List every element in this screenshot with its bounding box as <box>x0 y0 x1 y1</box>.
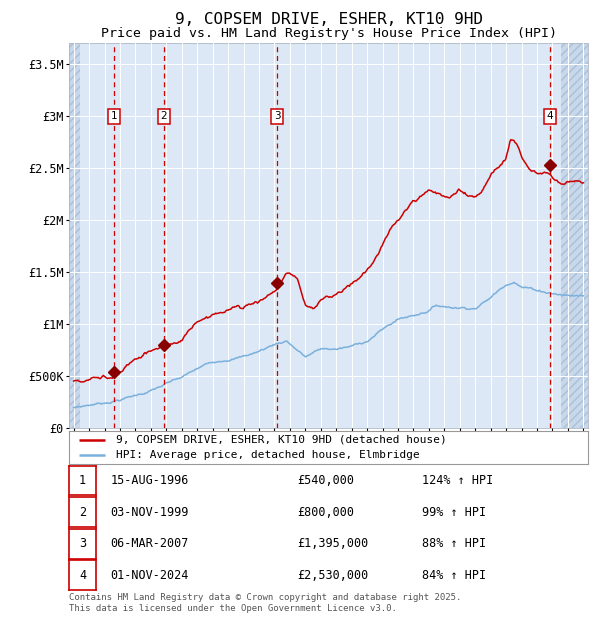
Text: 4: 4 <box>547 111 553 121</box>
Text: £800,000: £800,000 <box>298 506 355 518</box>
Text: 9, COPSEM DRIVE, ESHER, KT10 9HD (detached house): 9, COPSEM DRIVE, ESHER, KT10 9HD (detach… <box>116 435 446 445</box>
Text: Price paid vs. HM Land Registry's House Price Index (HPI): Price paid vs. HM Land Registry's House … <box>101 27 557 40</box>
Text: 4: 4 <box>79 569 86 582</box>
Text: 15-AUG-1996: 15-AUG-1996 <box>110 474 189 487</box>
Text: 2: 2 <box>79 506 86 518</box>
Text: 1: 1 <box>79 474 86 487</box>
Text: 1: 1 <box>111 111 118 121</box>
Text: 2: 2 <box>161 111 167 121</box>
Text: 06-MAR-2007: 06-MAR-2007 <box>110 538 189 550</box>
Text: £540,000: £540,000 <box>298 474 355 487</box>
Text: 99% ↑ HPI: 99% ↑ HPI <box>422 506 486 518</box>
Text: 01-NOV-2024: 01-NOV-2024 <box>110 569 189 582</box>
Text: £1,395,000: £1,395,000 <box>298 538 368 550</box>
Text: 9, COPSEM DRIVE, ESHER, KT10 9HD: 9, COPSEM DRIVE, ESHER, KT10 9HD <box>175 12 483 27</box>
Text: 124% ↑ HPI: 124% ↑ HPI <box>422 474 493 487</box>
Bar <box>562 43 588 428</box>
Bar <box>69 43 80 428</box>
Text: 03-NOV-1999: 03-NOV-1999 <box>110 506 189 518</box>
Text: 3: 3 <box>79 538 86 550</box>
Text: £2,530,000: £2,530,000 <box>298 569 368 582</box>
Text: HPI: Average price, detached house, Elmbridge: HPI: Average price, detached house, Elmb… <box>116 450 419 460</box>
Text: 3: 3 <box>274 111 281 121</box>
Text: Contains HM Land Registry data © Crown copyright and database right 2025.
This d: Contains HM Land Registry data © Crown c… <box>69 593 461 613</box>
Text: 88% ↑ HPI: 88% ↑ HPI <box>422 538 486 550</box>
Text: 84% ↑ HPI: 84% ↑ HPI <box>422 569 486 582</box>
